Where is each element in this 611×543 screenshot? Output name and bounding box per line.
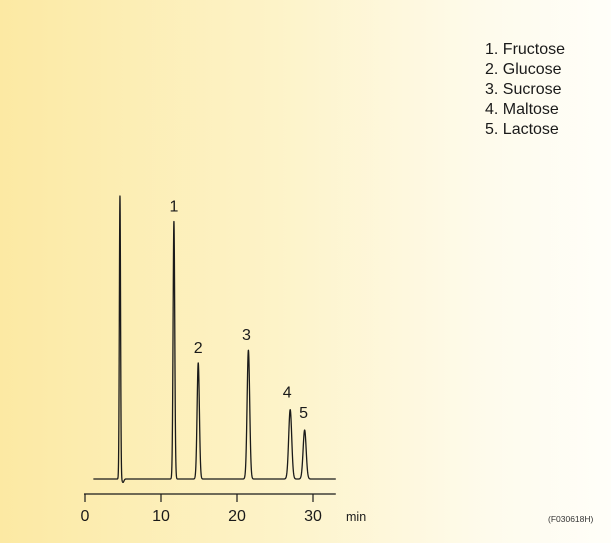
x-axis-label: min	[346, 510, 366, 524]
legend: 1. Fructose 2. Glucose 3. Sucrose 4. Mal…	[485, 40, 565, 140]
peak-label-3: 3	[242, 327, 251, 344]
peak-label-5: 5	[299, 405, 308, 422]
x-tick-label-10: 10	[152, 508, 170, 525]
legend-item-3: 3. Sucrose	[485, 81, 562, 98]
x-tick-label-30: 30	[304, 508, 322, 525]
legend-item-4: 4. Maltose	[485, 101, 559, 118]
chromatogram-trace	[92, 195, 337, 484]
legend-item-1: 1. Fructose	[485, 41, 566, 58]
peak-label-4: 4	[283, 385, 292, 402]
peak-label-2: 2	[194, 340, 203, 357]
x-tick-label-20: 20	[228, 508, 246, 525]
peak-label-1: 1	[169, 198, 178, 215]
figure-code: (F030618H)	[548, 514, 594, 524]
legend-item-2: 2. Glucose	[485, 61, 562, 78]
x-tick-label-0: 0	[81, 508, 90, 525]
legend-item-5: 5. Lactose	[485, 121, 559, 138]
